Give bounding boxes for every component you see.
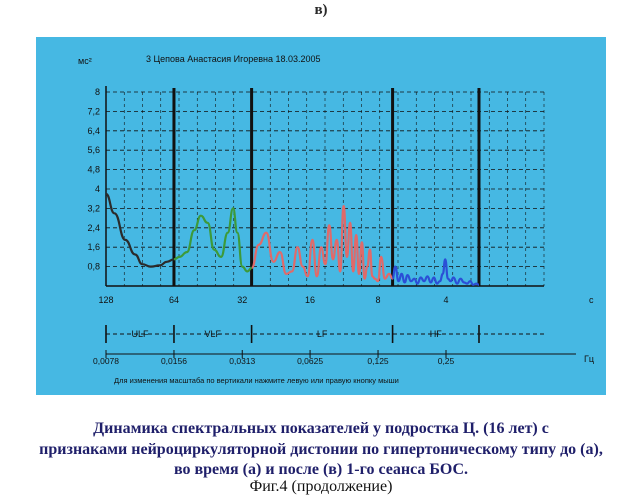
caption-line-2: признаками нейроциркуляторной дистонии п… [39,441,603,458]
frequency-tick-label: 0,125 [367,356,389,366]
period-tick-label: 4 [443,295,448,305]
band-boundaries [172,88,481,286]
scale-hint: Для изменения масштаба по вертикали нажм… [114,376,399,385]
period-axis: 128 64 32 16 8 4 [98,295,448,305]
frequency-tick-label: 0,0313 [229,356,255,366]
period-unit: с [589,295,594,305]
y-tick-label: 7,2 [87,106,100,116]
caption-line-3: во время (а) и после (в) 1-го сеанса БОС… [173,461,469,478]
y-tick-label: 4 [95,184,100,194]
frequency-tick-label: 0,0156 [161,356,187,366]
period-tick-label: 32 [237,295,247,305]
period-tick-label: 8 [376,295,381,305]
y-tick-label: 1,6 [87,242,100,252]
series-lines [105,192,480,286]
series-vlf-line [173,207,253,273]
series-lf-line [250,204,393,283]
frequency-axis: 0,0078 0,0156 0,0313 0,0625 0,125 0,25 [93,350,576,366]
frequency-tick-label: 0,25 [438,356,455,366]
panel-label: в) [314,2,328,18]
frequency-tick-label: 0,0625 [297,356,323,366]
caption-line-1: Динамика спектральных показателей у подр… [93,420,549,437]
band-label-vlf: VLF [205,329,222,339]
series-hf-line [391,258,480,286]
period-tick-label: 64 [169,295,179,305]
band-ruler: ULF VLF LF HF [105,325,544,343]
band-label-lf: LF [317,329,328,339]
series-ulf-line [105,192,175,268]
spectrum-chart: 3 Цепова Анастасия Игоревна 18.03.2005 м… [78,54,594,385]
y-tick-label: 6,4 [87,126,100,136]
frequency-unit: Гц [584,354,594,364]
band-label-ulf: ULF [131,329,149,339]
chart-title: 3 Цепова Анастасия Игоревна 18.03.2005 [146,54,321,64]
y-tick-label: 3,2 [87,203,100,213]
y-tick-label: 4,8 [87,165,100,175]
period-tick-label: 128 [98,295,113,305]
chart-panel: 3 Цепова Анастасия Игоревна 18.03.2005 м… [36,37,606,395]
y-tick-label: 8 [95,87,100,97]
period-tick-label: 16 [305,295,315,305]
y-tick-label: 2,4 [87,223,100,233]
y-tick-label: 5,6 [87,145,100,155]
figure-label: Фиг.4 (продолжение) [249,478,393,495]
y-axis-label: мс² [78,56,92,66]
grid [105,86,545,287]
frequency-tick-label: 0,0078 [93,356,119,366]
y-tick-labels: 0,8 1,6 2,4 3,2 4 4,8 5,6 6,4 7,2 8 [87,87,100,272]
y-tick-label: 0,8 [87,262,100,272]
band-label-hf: HF [430,329,442,339]
